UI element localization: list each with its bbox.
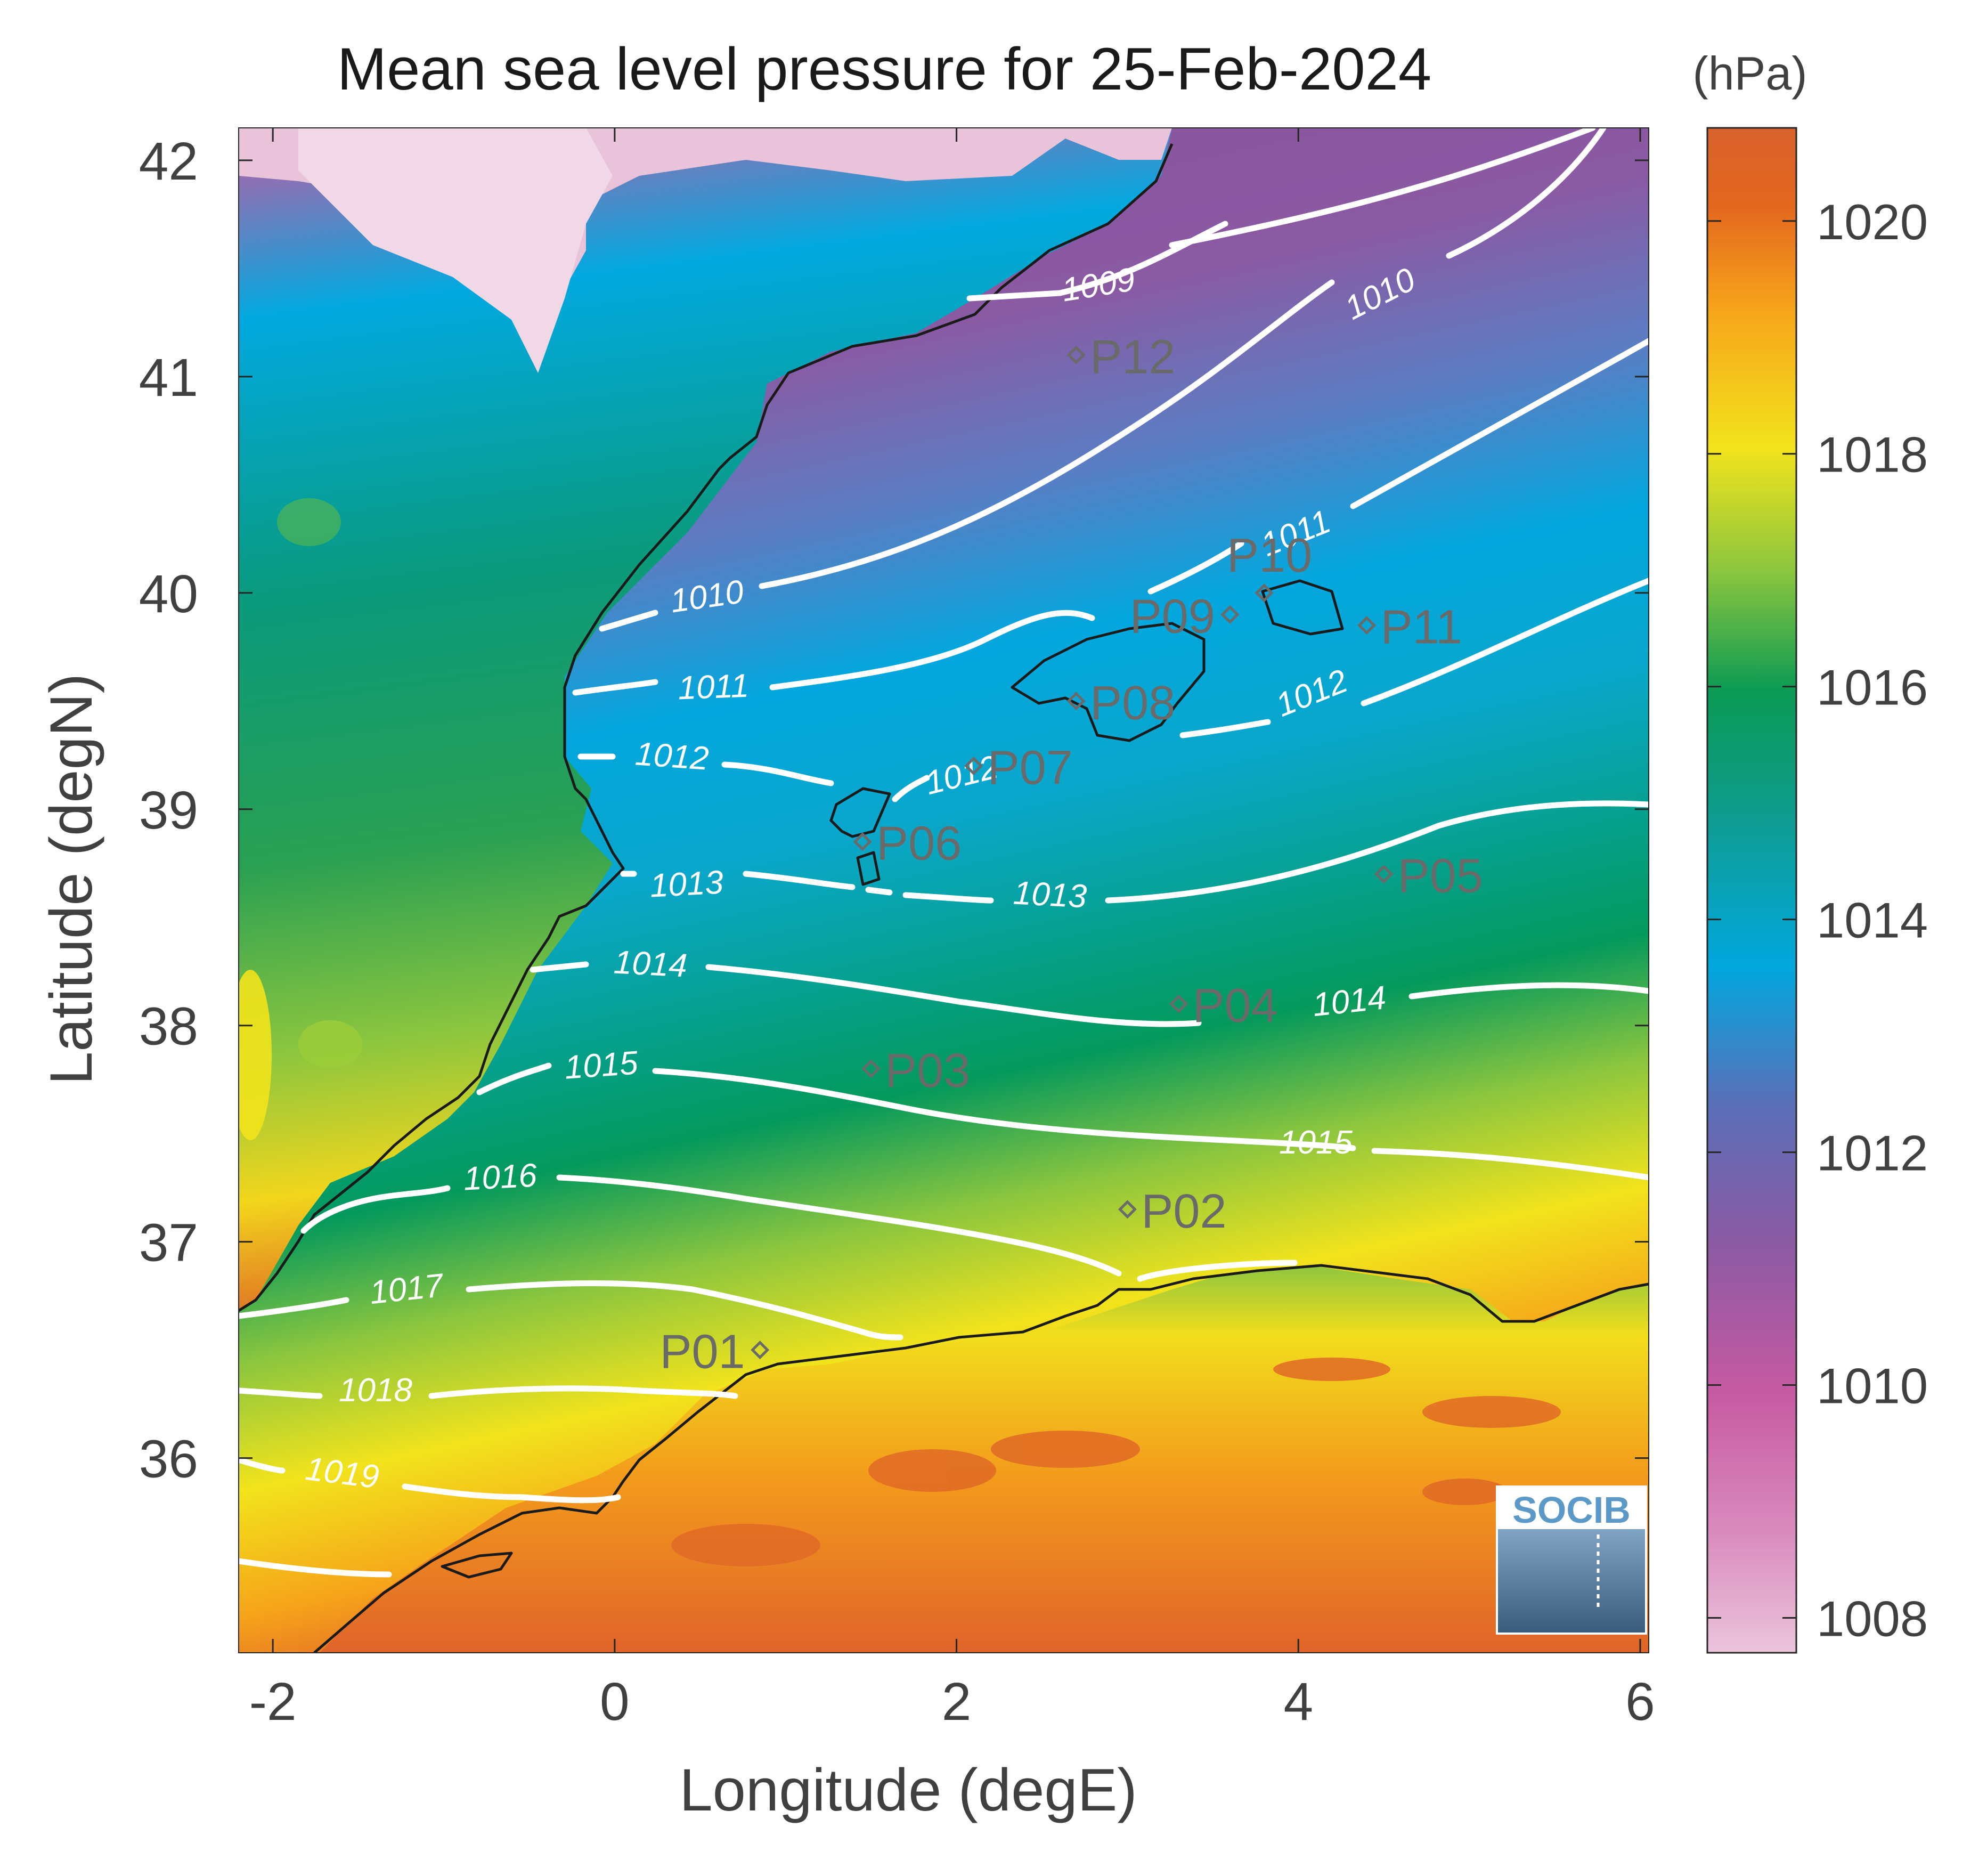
station-marker bbox=[751, 1341, 770, 1360]
station-marker bbox=[861, 1059, 881, 1078]
y-tick-label: 37 bbox=[139, 1213, 198, 1273]
plot-frame bbox=[238, 127, 1649, 1653]
x-axis: -2 0 2 4 6 bbox=[249, 128, 1655, 1732]
y-tick-label: 38 bbox=[139, 997, 198, 1057]
contour-label: 1013 bbox=[649, 864, 724, 904]
station-marker bbox=[1374, 865, 1394, 884]
colorbar-tick-label: 1020 bbox=[1817, 194, 1928, 250]
station-label: P08 bbox=[1090, 677, 1175, 730]
socib-logo: SOCIB bbox=[1496, 1485, 1647, 1635]
x-tick-label: -2 bbox=[249, 1672, 297, 1732]
station-marker bbox=[1066, 345, 1086, 364]
station-label: P04 bbox=[1193, 979, 1278, 1033]
pressure-field: 1009 1010 1010 1011 1011 1012 1012 1012 … bbox=[239, 128, 1649, 1653]
colorbar-gradient bbox=[1706, 127, 1797, 1654]
y-axis: 36 37 38 39 40 41 42 bbox=[139, 132, 1649, 1489]
station-label: P09 bbox=[1130, 590, 1215, 643]
contour-label: 1018 bbox=[339, 1372, 412, 1409]
x-tick-label: 0 bbox=[600, 1672, 630, 1732]
colorbar-tick-label: 1014 bbox=[1817, 892, 1928, 948]
isobars bbox=[239, 128, 1649, 1578]
iberia-land bbox=[239, 128, 1172, 1311]
contour-label: 1014 bbox=[613, 944, 688, 984]
inland-green-spot bbox=[277, 498, 341, 546]
contour-label: 1013 bbox=[1012, 874, 1087, 915]
x-axis-label: Longitude (degE) bbox=[679, 1757, 1137, 1823]
contour-label: 1011 bbox=[677, 668, 750, 707]
y-tick-label: 36 bbox=[139, 1430, 198, 1489]
station-label: P01 bbox=[659, 1326, 745, 1379]
africa-hotspots bbox=[671, 1358, 1561, 1566]
inland-green-spot bbox=[298, 1020, 362, 1068]
chart-title: Mean sea level pressure for 25-Feb-2024 bbox=[337, 36, 1431, 102]
colorbar-tick-label: 1018 bbox=[1817, 427, 1928, 483]
x-tick-label: 4 bbox=[1283, 1672, 1313, 1732]
station-label: P10 bbox=[1227, 529, 1312, 582]
contour-label: 1012 bbox=[634, 735, 710, 777]
colorbar-unit: (hPa) bbox=[1692, 47, 1807, 100]
station-label: P11 bbox=[1381, 601, 1462, 654]
station-label: P03 bbox=[885, 1044, 970, 1098]
y-tick-label: 40 bbox=[139, 564, 198, 624]
station-label: P06 bbox=[876, 817, 962, 871]
station-marker bbox=[1220, 605, 1240, 624]
y-tick-label: 39 bbox=[139, 781, 198, 840]
station-marker bbox=[964, 757, 983, 776]
x-tick-label: 2 bbox=[942, 1672, 972, 1732]
colorbar-ticks: 1008 1010 1012 1014 1016 1018 1020 bbox=[1707, 194, 1928, 1646]
colorbar-tick-label: 1008 bbox=[1817, 1590, 1928, 1646]
station-label: P07 bbox=[988, 742, 1073, 795]
colorbar-tick-label: 1016 bbox=[1817, 660, 1928, 716]
colorbar: (hPa) 1008 1010 1012 1014 1016 1018 1020 bbox=[1692, 47, 1928, 1654]
contour-label: 1015 bbox=[563, 1044, 639, 1086]
station-marker bbox=[1118, 1200, 1137, 1219]
contour-label: 1014 bbox=[1311, 979, 1388, 1024]
pyrenees-core-field bbox=[298, 128, 613, 373]
contour-label: 1015 bbox=[1279, 1124, 1353, 1161]
contour-label: 1019 bbox=[304, 1450, 381, 1496]
inland-high-spot bbox=[239, 970, 272, 1140]
station-marker bbox=[1066, 692, 1086, 711]
y-tick-label: 41 bbox=[139, 348, 198, 408]
colorbar-tick-label: 1012 bbox=[1817, 1125, 1928, 1181]
station-label: P05 bbox=[1398, 850, 1483, 903]
contour-label: 1017 bbox=[368, 1267, 446, 1311]
colorbar-tick-label: 1010 bbox=[1817, 1358, 1928, 1414]
station-label: P02 bbox=[1141, 1185, 1226, 1238]
station-marker bbox=[1255, 583, 1274, 603]
station-marker bbox=[1169, 994, 1188, 1013]
station-marker bbox=[1357, 616, 1377, 635]
station-label: P12 bbox=[1090, 330, 1175, 384]
y-axis-label: Latitude (degN) bbox=[38, 673, 104, 1085]
y-tick-label: 42 bbox=[139, 132, 198, 191]
logo-text: SOCIB bbox=[1512, 1489, 1631, 1531]
station-marker bbox=[853, 832, 872, 851]
x-tick-label: 6 bbox=[1625, 1672, 1655, 1732]
contour-label: 1016 bbox=[462, 1157, 538, 1197]
